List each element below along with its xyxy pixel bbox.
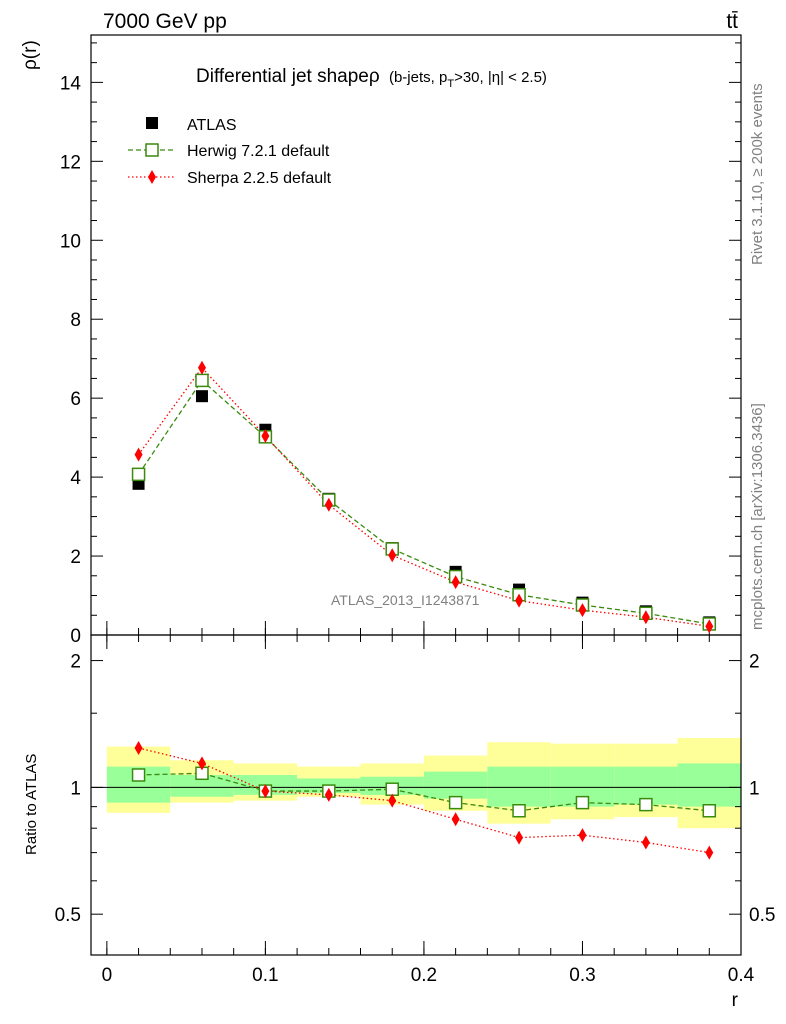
sherpa-point-9 — [705, 619, 714, 634]
title-sub-rest: >30, |η| < 2.5) — [454, 69, 547, 86]
xtick-label-0: 0 — [102, 965, 113, 986]
legend: ATLAS Herwig 7.2.1 default Sherpa 2.2.5 … — [128, 117, 332, 187]
ratio-sherpa-point-9 — [705, 845, 714, 860]
ratio-herwig-line — [138, 772, 710, 812]
sherpa-point-4 — [388, 548, 397, 563]
sherpa-point-6 — [515, 593, 524, 608]
herwig-point-1 — [195, 373, 209, 388]
sherpa-point-5 — [451, 575, 460, 590]
ratio-panel-frame — [90, 634, 742, 956]
main-ytick-label-4: 8 — [70, 310, 81, 331]
x-axis-title: r — [732, 990, 739, 1011]
main-ytick-label-7: 14 — [60, 73, 82, 94]
y-axis-title-main: ρ(r) — [20, 40, 41, 70]
main-ytick-label-3: 6 — [70, 389, 81, 410]
ratio-sherpa-point-0 — [134, 741, 143, 756]
y-axis-title-ratio: Ratio to ATLAS — [23, 754, 40, 855]
ratio-herwig-point-8 — [639, 797, 653, 812]
ratio-sherpa-point-4 — [388, 793, 397, 808]
herwig-point-0 — [131, 467, 146, 482]
ratio-ytick-label-left-2: 2 — [70, 652, 81, 673]
legend-sherpa-label: Sherpa 2.2.5 default — [187, 170, 332, 187]
sherpa-point-3 — [324, 497, 333, 512]
main-ytick-label-1: 2 — [70, 547, 81, 568]
ratio-ytick-label-right-2: 2 — [749, 652, 760, 673]
sherpa-line — [138, 366, 710, 627]
mcplots-label: mcplots.cern.ch [arXiv:1306.3436] — [749, 403, 766, 630]
rivet-label: Rivet 3.1.10, ≥ 200k events — [749, 83, 766, 265]
ratio-ytick-label-left-1: 1 — [70, 778, 81, 799]
sherpa-point-1 — [197, 360, 206, 375]
ratio-herwig-point-4 — [385, 782, 399, 796]
legend-herwig-label: Herwig 7.2.1 default — [187, 143, 330, 160]
ratio-sherpa-point-6 — [515, 830, 524, 845]
ratio-sherpa-point-3 — [324, 787, 333, 802]
legend-atlas-marker — [146, 117, 158, 129]
ratio-sherpa-point-1 — [197, 756, 206, 771]
process-label: tt̄ — [726, 10, 738, 33]
xtick-label-1: 0.1 — [252, 965, 278, 986]
ratio-herwig-point-5 — [448, 795, 463, 810]
xtick-label-2: 0.2 — [411, 965, 437, 986]
xtick-label-3: 0.3 — [569, 965, 595, 986]
band-inner-9 — [677, 763, 741, 807]
ratio-sherpa-point-7 — [578, 828, 587, 843]
title-sub-T: T — [447, 78, 454, 90]
sherpa-point-8 — [641, 610, 650, 625]
xtick-label-4: 0.4 — [728, 965, 755, 986]
chart-title: Differential jet shapeρ (b-jets, pT>30, … — [196, 66, 547, 90]
main-ytick-label-6: 12 — [60, 152, 81, 173]
analysis-id-label: ATLAS_2013_I1243871 — [331, 592, 480, 608]
title-main: Differential jet shapeρ — [196, 66, 380, 87]
main-ytick-label-0: 0 — [70, 626, 81, 647]
ratio-sherpa-line — [138, 747, 710, 854]
ratio-herwig-point-9 — [702, 804, 717, 818]
ratio-uncertainty-bands — [91, 737, 741, 829]
band-inner-5 — [423, 771, 488, 799]
main-ytick-label-5: 10 — [60, 231, 81, 252]
herwig-line — [138, 379, 710, 625]
main-ytick-label-2: 4 — [70, 468, 81, 489]
ratio-herwig-point-0 — [131, 768, 146, 782]
sherpa-point-2 — [261, 429, 270, 444]
ratio-ytick-label-left-0: 0.5 — [55, 905, 81, 926]
sherpa-point-0 — [134, 447, 143, 462]
legend-sherpa-marker — [148, 170, 156, 184]
band-inner-6 — [487, 766, 551, 807]
ratio-sherpa-point-2 — [261, 784, 270, 799]
legend-herwig-marker — [145, 143, 159, 157]
ratio-ytick-label-right-0: 0.5 — [749, 905, 775, 926]
data-marks — [131, 360, 717, 860]
band-inner-1 — [170, 774, 234, 797]
ratio-herwig-point-6 — [512, 804, 526, 818]
energy-label: 7000 GeV pp — [103, 10, 227, 33]
title-sub: (b-jets, p — [389, 69, 447, 86]
sherpa-point-7 — [578, 603, 587, 618]
legend-atlas-label: ATLAS — [187, 117, 237, 134]
atlas-point-1 — [195, 390, 208, 403]
ratio-ytick-label-right-1: 1 — [749, 778, 760, 799]
ratio-sherpa-point-5 — [451, 812, 460, 827]
ratio-herwig-point-7 — [575, 795, 590, 810]
ratio-sherpa-point-8 — [641, 835, 650, 850]
